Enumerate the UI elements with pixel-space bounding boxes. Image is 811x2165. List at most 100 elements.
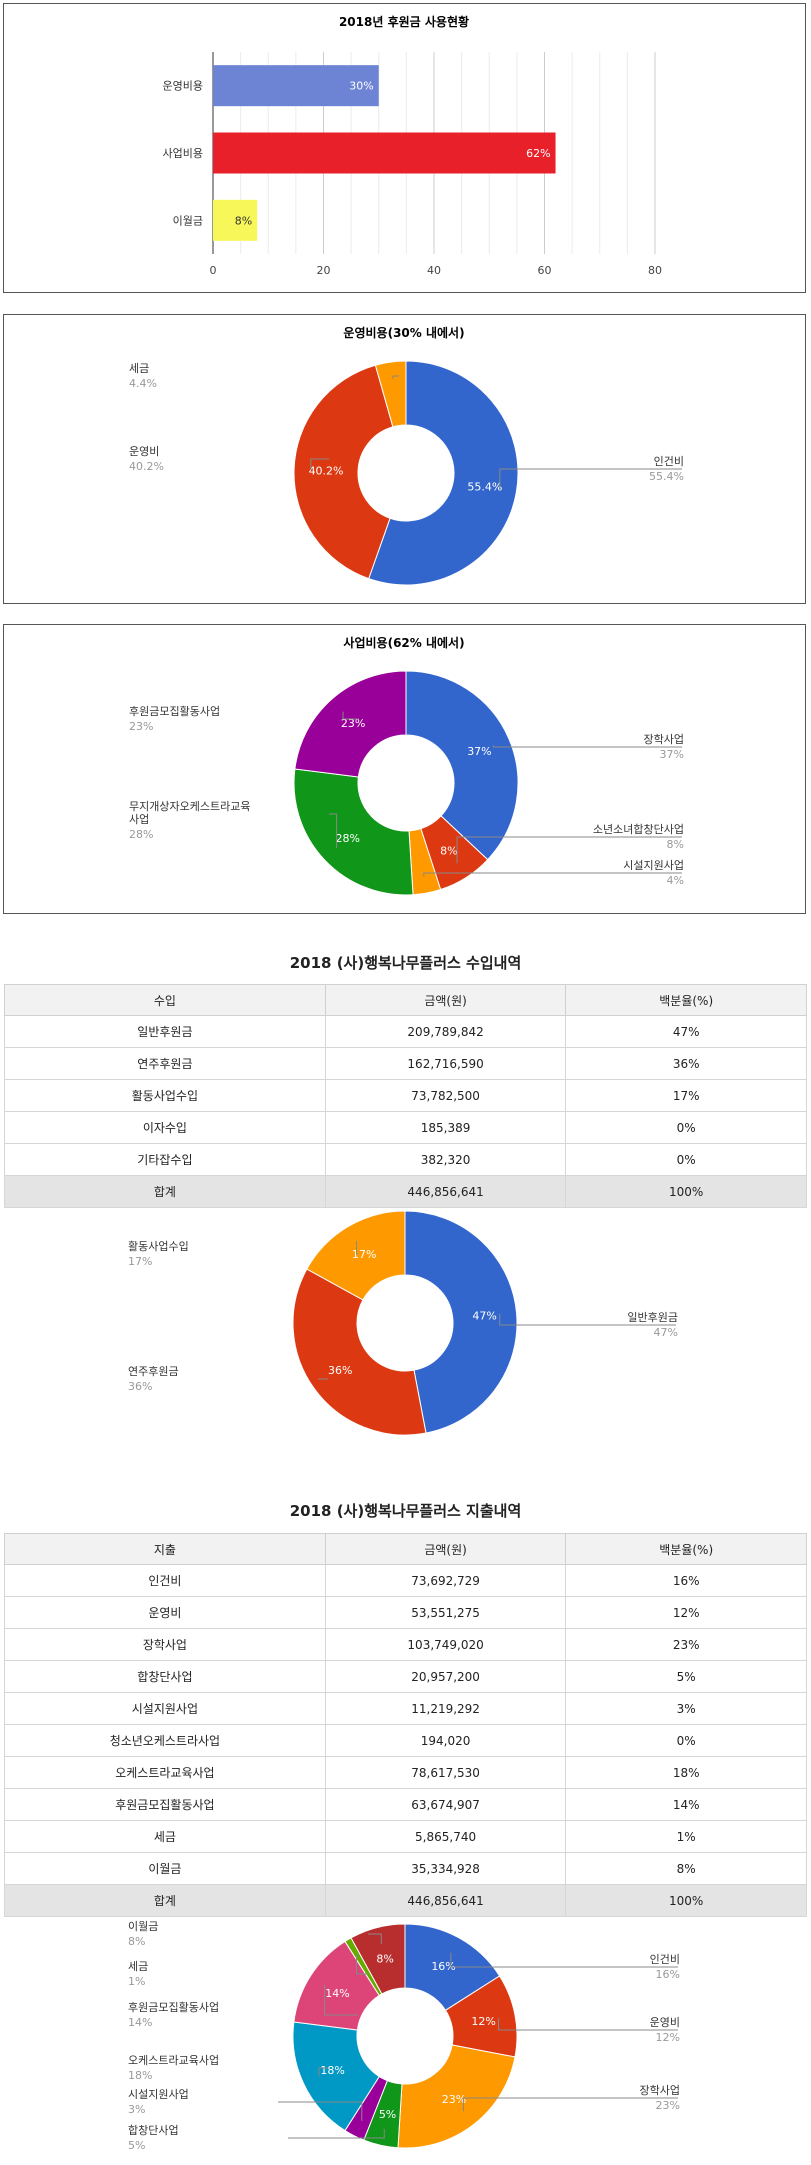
slice-pct-legend: 1% (128, 1975, 145, 1988)
table-row: 이자수입 185,389 0% (4, 1111, 807, 1144)
table-cell: 16% (565, 1564, 807, 1597)
leader-line (368, 1933, 382, 1944)
table-cell: 35,334,928 (324, 1852, 567, 1885)
table-cell: 5,865,740 (324, 1820, 567, 1853)
table-cell: 시설지원사업 (4, 1692, 326, 1725)
pie-slice (293, 768, 414, 896)
slice-pct-legend: 28% (129, 828, 153, 841)
chart-title: 사업비용(62% 내에서) (343, 635, 464, 650)
leader-line (324, 1984, 358, 2016)
table-row: 기타잡수입 382,320 0% (4, 1143, 807, 1176)
leader-line (450, 1952, 678, 1968)
operating-donut-chart: 운영비용(30% 내에서) 55.4% 40.2% 인건비 55.4% 운영비 40.2% 세… (129, 325, 684, 586)
table-cell: 73,782,500 (324, 1079, 567, 1112)
table-cell: 14% (565, 1788, 807, 1821)
table-cell: 11,219,292 (324, 1692, 567, 1725)
table-row: 운영비 53,551,275 12% (4, 1596, 807, 1629)
slice-pct-legend: 8% (667, 838, 684, 851)
table-cell: 8% (565, 1852, 807, 1885)
column-header: 금액(원) (324, 984, 567, 1016)
operating-chart-panel: 운영비용(30% 내에서) 55.4% 40.2% 인건비 55.4% 운영비 40.2% 세… (3, 314, 806, 604)
slice-name-label: 운영비 (129, 445, 159, 458)
table-cell: 63,674,907 (324, 1788, 567, 1821)
table-cell: 100% (565, 1884, 807, 1917)
table-cell: 209,789,842 (324, 1015, 567, 1048)
slice-name-label: 소년소녀합창단사업 (593, 823, 684, 836)
pie-slice (397, 2044, 516, 2149)
pie-slice (292, 2021, 380, 2132)
table-cell: 0% (565, 1724, 807, 1757)
slice-name-label: 연주후원금 (128, 1365, 179, 1378)
pie-slice (306, 1210, 406, 1301)
table-cell: 47% (565, 1015, 807, 1048)
slice-pct-legend: 14% (128, 2016, 152, 2029)
expense-donut-chart: 16% 12% 23% 5% 18% 14% 8% 인건비 16% 운영비 12% 장학사업 23% 합창… (128, 1920, 680, 2152)
table-row: 시설지원사업 11,219,292 3% (4, 1692, 807, 1725)
table-cell: 기타잡수입 (4, 1143, 326, 1176)
slice-pct-legend: 12% (656, 2031, 680, 2044)
slice-pct-label: 5% (379, 2108, 396, 2121)
slice-name-label: 오케스트라교육사업 (128, 2054, 219, 2067)
category-label: 운영비용 (163, 80, 203, 93)
table-row: 인건비 73,692,729 16% (4, 1564, 807, 1597)
pie-slice (350, 1923, 406, 1995)
slice-name-label: 합창단사업 (128, 2124, 179, 2137)
slice-pct-label: 17% (352, 1248, 376, 1261)
slice-pct-legend: 4.4% (129, 377, 157, 390)
pie-slice (405, 670, 519, 861)
slice-pct-legend: 47% (654, 1326, 678, 1339)
slice-pct-legend: 4% (667, 874, 684, 887)
pie-slice (404, 1210, 518, 1434)
table-row: 세금 5,865,740 1% (4, 1820, 807, 1853)
table-row: 이월금 35,334,928 8% (4, 1852, 807, 1885)
chart-title: 운영비용(30% 내에서) (343, 325, 464, 340)
column-header: 지출 (4, 1533, 326, 1565)
leader-line (310, 458, 329, 471)
slice-pct-label: 8% (376, 1953, 393, 1966)
pie-slice (294, 670, 407, 778)
slice-name-label: 세금 (129, 362, 149, 375)
category-label: 이월금 (173, 214, 203, 227)
slice-pct-label: 16% (431, 1960, 455, 1973)
slice-pct-label: 40.2% (309, 464, 344, 477)
slice-pct-legend: 23% (656, 2099, 680, 2112)
business-chart-panel: 사업비용(62% 내에서) 37% 8% 28% 23% 장학사업 37% 소년소녀합창단사업… (3, 624, 806, 914)
x-tick-label: 40 (427, 264, 441, 277)
table-cell: 78,617,530 (324, 1756, 567, 1789)
slice-name-label: 장학사업 (640, 2084, 680, 2097)
table-cell: 36% (565, 1047, 807, 1080)
slice-pct-legend: 23% (129, 720, 153, 733)
table-cell: 53,551,275 (324, 1596, 567, 1629)
slice-name-label: 무지개상자오케스트라교육 (129, 800, 250, 813)
pie-slice (374, 360, 407, 428)
slice-pct-legend: 17% (128, 1255, 152, 1268)
table-cell: 0% (565, 1143, 807, 1176)
table-cell: 장학사업 (4, 1628, 326, 1661)
table-cell: 합계 (4, 1175, 326, 1208)
column-header: 백분율(%) (565, 984, 807, 1016)
total-row: 합계 446,856,641 100% (4, 1175, 807, 1208)
category-label: 사업비용 (163, 147, 203, 160)
x-tick-label: 20 (317, 264, 331, 277)
slice-pct-legend: 5% (128, 2139, 145, 2152)
table-cell: 후원금모집활동사업 (4, 1788, 326, 1821)
table-cell: 5% (565, 1660, 807, 1693)
leader-line (342, 711, 359, 720)
table-row: 연주후원금 162,716,590 36% (4, 1047, 807, 1080)
leader-line (423, 872, 682, 877)
leader-line (499, 468, 682, 490)
usage-chart-title: 2018년 후원금 사용현황 (339, 14, 469, 29)
slice-pct-legend: 36% (128, 1380, 152, 1393)
leader-line (278, 2101, 363, 2121)
leader-line (356, 1241, 358, 1255)
leader-line (456, 836, 682, 864)
table-cell: 오케스트라교육사업 (4, 1756, 326, 1789)
leader-line (499, 1314, 676, 1326)
table-cell: 세금 (4, 1820, 326, 1853)
table-row: 일반후원금 209,789,842 47% (4, 1015, 807, 1048)
slice-pct-legend: 3% (128, 2103, 145, 2116)
table-cell: 18% (565, 1756, 807, 1789)
table-row: 활동사업수입 73,782,500 17% (4, 1079, 807, 1112)
leader-line (392, 375, 399, 379)
table-cell: 194,020 (324, 1724, 567, 1757)
